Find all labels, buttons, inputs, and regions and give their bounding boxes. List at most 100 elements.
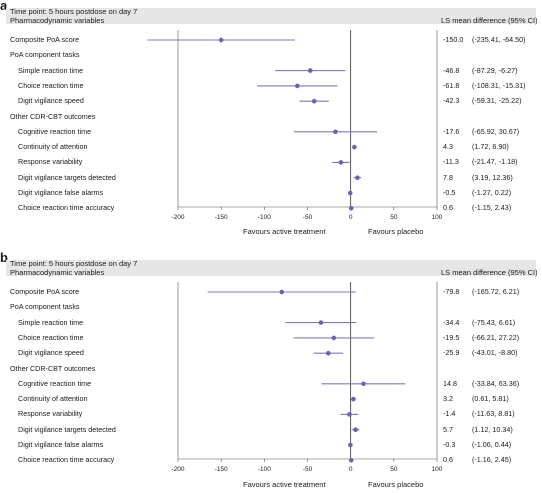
estimate-point (331, 335, 337, 341)
ls-mean-value: -0.3 (443, 440, 456, 449)
ls-mean-value: -79.8 (443, 287, 460, 296)
panel-letter: a (0, 0, 8, 13)
favours-active-label: Favours active treatment (243, 227, 326, 236)
variables-heading: Pharmacodynamic variables (10, 16, 105, 25)
forest-panel-a: a Time point: 5 hours postdose on day 7 … (0, 0, 542, 240)
ls-mean-value: -17.6 (443, 126, 460, 136)
x-tick-label: -200 (171, 214, 184, 221)
confidence-interval: (-21.47, -1.18) (472, 157, 518, 167)
outcome-label: Continuity of attention (18, 142, 88, 152)
outcome-label: Digit vigilance false alarms (18, 440, 104, 449)
ls-mean-value: 0.6 (443, 455, 453, 465)
forest-panel-b: b Time point: 5 hours postdose on day 7 … (0, 250, 542, 493)
x-tick-label: -150 (215, 466, 228, 473)
confidence-interval: (-1.06, 0.44) (472, 440, 512, 449)
estimate-point (352, 144, 357, 150)
group-heading: PoA component tasks (10, 302, 80, 312)
confidence-interval: (1.12, 10.34) (472, 424, 513, 434)
estimate-point (348, 458, 354, 463)
estimate-point (218, 37, 224, 43)
confidence-interval: (-1.16, 2.45) (472, 455, 512, 465)
ls-mean-value: -1.4 (443, 409, 456, 419)
favours-active-label: Favours active treatment (243, 480, 326, 489)
ls-mean-value: 5.7 (443, 424, 453, 434)
favours-placebo-label: Favours placebo (368, 480, 424, 489)
outcome-label: Response variability (18, 409, 83, 419)
x-tick-label: 50 (390, 466, 398, 473)
ls-mean-value: 4.3 (443, 142, 453, 152)
confidence-interval: (-65.92, 30.67) (472, 126, 520, 136)
estimate-point (295, 83, 300, 89)
forest-plot-a: -200 -150 -100 -50 0 50 100 (147, 30, 443, 221)
estimate-point (311, 98, 317, 104)
confidence-interval: (0.61, 5.81) (472, 394, 509, 404)
x-tick-label: 100 (432, 466, 443, 473)
estimate-point (279, 289, 285, 295)
x-tick-label: -150 (215, 214, 228, 221)
ls-mean-value: -34.4 (443, 317, 460, 327)
outcome-label: Digit vigilance speed (18, 348, 84, 358)
x-tick-label: -50 (303, 466, 313, 473)
variables-heading: Pharmacodynamic variables (10, 268, 105, 277)
estimate-point (348, 206, 354, 211)
outcome-label: Choice reaction time (18, 80, 84, 90)
outcome-label: Composite PoA score (10, 35, 80, 44)
ls-mean-value: 14.8 (443, 378, 457, 388)
confidence-interval: (-108.31, -15.31) (472, 80, 526, 90)
estimate-point (347, 190, 353, 196)
estimate-point (351, 396, 356, 402)
confidence-interval: (1.72, 6.90) (472, 142, 509, 152)
x-tick-label: 0 (349, 466, 353, 473)
outcome-label: Digit vigilance targets detected (18, 424, 116, 434)
confidence-interval: (-235.41, -64.50) (472, 35, 526, 44)
estimate-point (333, 129, 338, 135)
estimate-point (353, 427, 358, 432)
x-tick-label: 0 (349, 214, 353, 221)
group-heading: PoA component tasks (10, 50, 80, 60)
outcome-label: Choice reaction time (18, 332, 84, 342)
ls-mean-value: -11.3 (443, 157, 459, 167)
confidence-interval: (3.19, 12.36) (472, 172, 513, 182)
x-tick-label: 100 (432, 214, 443, 221)
outcome-label: Simple reaction time (18, 317, 84, 327)
ls-mean-value: -19.5 (443, 332, 460, 342)
outcome-label: Choice reaction time accuracy (18, 455, 115, 465)
confidence-interval: (-1.27, 0.22) (472, 188, 512, 197)
estimate-point (347, 412, 352, 417)
outcome-label: Digit vigilance targets detected (18, 172, 116, 182)
header-band (6, 260, 536, 276)
x-tick-label: -50 (303, 214, 313, 221)
ls-mean-value: 7.8 (443, 172, 453, 182)
confidence-interval: (-59.31, -25.22) (472, 96, 522, 106)
outcome-label: Simple reaction time (18, 65, 84, 75)
estimate-point (318, 320, 324, 325)
group-heading: Other CDR-CBT outcomes (10, 111, 96, 121)
estimate-point (361, 381, 366, 387)
estimate-point (338, 160, 344, 165)
x-tick-label: -100 (258, 466, 271, 473)
confidence-interval: (-43.01, -8.80) (472, 348, 518, 358)
panel-letter: b (0, 250, 8, 265)
ls-mean-value: -25.9 (443, 348, 460, 358)
favours-placebo-label: Favours placebo (368, 227, 424, 236)
confidence-interval: (-165.72, 6.21) (472, 287, 520, 296)
confidence-interval: (-33.84, 63.36) (472, 378, 520, 388)
x-tick-label: -100 (258, 214, 271, 221)
outcome-label: Digit vigilance speed (18, 96, 84, 106)
confidence-interval: (-87.29, -6.27) (472, 65, 518, 75)
forest-plot-b: -200 -150 -100 -50 0 50 100 (171, 282, 443, 473)
outcome-label: Composite PoA score (10, 287, 80, 296)
estimate-point (307, 68, 313, 73)
confidence-interval: (-75.43, 6.61) (472, 317, 516, 327)
ls-mean-value: -42.3 (443, 96, 460, 106)
ls-mean-heading: LS mean difference (95% CI) (441, 268, 538, 277)
ls-mean-value: -150.0 (443, 35, 464, 44)
outcome-label: Response variability (18, 157, 83, 167)
time-point-label: Time point: 5 hours postdose on day 7 (10, 259, 138, 268)
confidence-interval: (-1.15, 2.43) (472, 203, 512, 213)
ls-mean-heading: LS mean difference (95% CI) (441, 16, 538, 25)
ls-mean-value: 0.6 (443, 203, 453, 213)
ls-mean-value: 3.2 (443, 394, 453, 404)
outcome-label: Cognitive reaction time (18, 378, 92, 388)
x-tick-label: 50 (390, 214, 398, 221)
